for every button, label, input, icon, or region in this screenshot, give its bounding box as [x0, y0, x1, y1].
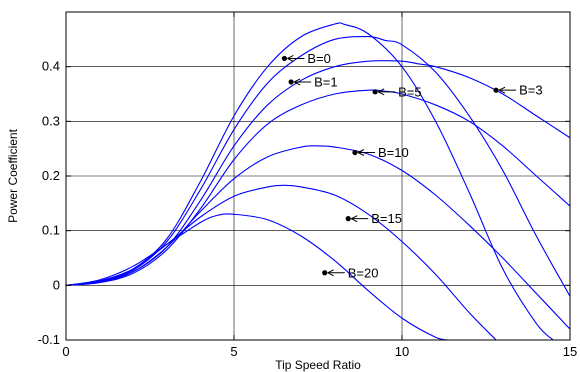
series-line-b-5 — [65, 89, 571, 286]
series-line-b-15 — [65, 184, 497, 341]
annotation-dot-b-5 — [372, 89, 378, 95]
series-line-b-20 — [65, 213, 450, 341]
x-tick-label: 10 — [395, 344, 409, 359]
annotation-label-b-20: B=20 — [348, 265, 379, 280]
annotation-label-b-3: B=3 — [519, 83, 543, 98]
annotation-arrowhead-b-10 — [357, 149, 365, 156]
series-line-b-3 — [65, 60, 571, 286]
annotation-dot-b-0 — [281, 55, 287, 62]
series-line-b-10 — [65, 145, 571, 330]
annotation-dot-b-1 — [288, 79, 294, 85]
annotation-arrowhead-b-0 — [287, 55, 294, 62]
annotation-arrowhead-b-3 — [498, 86, 506, 94]
series-line-b-0 — [65, 22, 554, 341]
annotation-arrowhead-b-15 — [351, 215, 358, 223]
y-tick-label: 0.1 — [42, 223, 60, 238]
y-tick-label: 0.3 — [42, 113, 60, 128]
y-tick-label: 0.4 — [42, 59, 60, 74]
annotation-dot-b-3 — [493, 87, 499, 93]
x-axis-label: Tip Speed Ratio — [275, 358, 361, 372]
x-tick-label: 0 — [62, 344, 69, 359]
annotation-dot-b-15 — [345, 216, 351, 222]
y-tick-label: -0.1 — [38, 332, 60, 347]
annotation-dot-b-20 — [322, 270, 328, 276]
annotation-label-b-10: B=10 — [378, 145, 409, 160]
annotation-label-b-0: B=0 — [307, 51, 331, 66]
y-tick-label: 0 — [53, 277, 60, 292]
series-curves — [65, 22, 571, 341]
annotation-dot-b-10 — [352, 149, 358, 156]
curve-annotations: B=0 B=1 B=5 B=3 B=10 B=15 B=20 — [281, 51, 543, 280]
y-tick-label: 0.2 — [42, 168, 60, 183]
annotation-arrowhead-b-5 — [377, 88, 385, 96]
annotation-arrowhead-b-1 — [293, 78, 301, 86]
x-tick-label: 5 — [230, 344, 237, 359]
annotation-arrowhead-b-20 — [327, 269, 334, 277]
annotation-label-b-5: B=5 — [398, 84, 422, 99]
x-tick-label: 15 — [563, 344, 577, 359]
y-axis-label: Power Coefficient — [6, 128, 20, 222]
axis-ticks: 0 5 10 15-0.100.10.20.30.4 — [38, 12, 577, 359]
annotation-label-b-1: B=1 — [314, 74, 338, 89]
annotation-label-b-15: B=15 — [371, 211, 402, 226]
